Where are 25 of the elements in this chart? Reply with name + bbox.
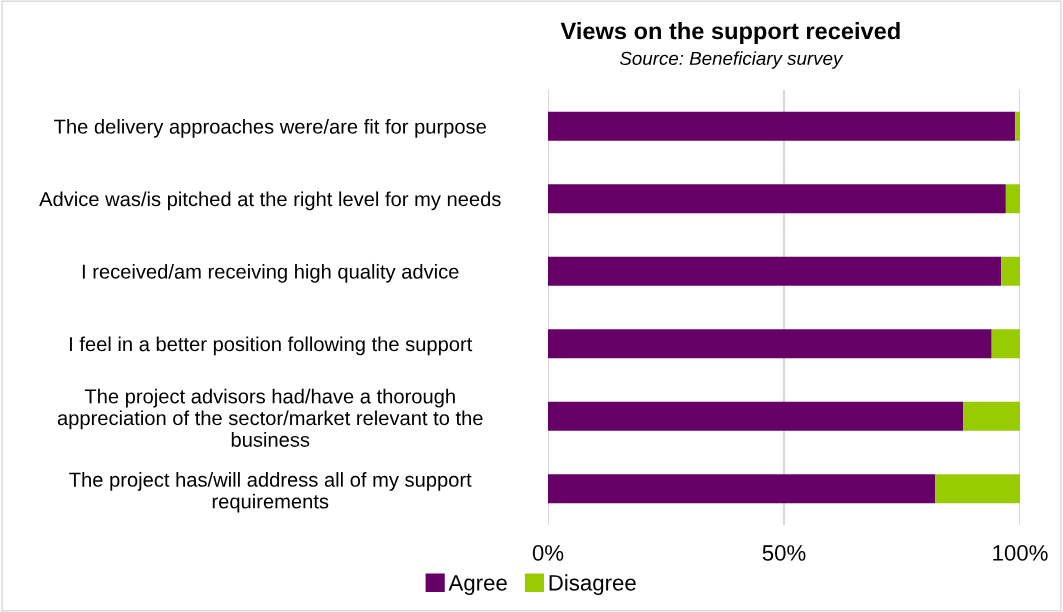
bar xyxy=(991,329,1020,359)
y-tick-label: I received/am receiving high quality advice xyxy=(82,263,459,283)
chart-subtitle: Source: Beneficiary survey xyxy=(619,51,844,69)
chart-title: Views on the support received xyxy=(560,22,900,44)
bar xyxy=(963,401,1020,431)
legend-label: Agree xyxy=(448,575,507,596)
bar xyxy=(1015,111,1020,141)
bar xyxy=(548,329,992,359)
y-tick-label: The project advisors had/have a thorough appreciation of the sector/market relevant to the business xyxy=(57,388,483,447)
y-tick-label: I feel in a better position following the support xyxy=(70,336,473,356)
y-tick-label: Advice was/is pitched at the right level for my needs xyxy=(39,191,501,211)
bar xyxy=(548,111,1016,141)
y-tick-label: The project has/will address all of my support requirements xyxy=(69,472,472,513)
bar xyxy=(1001,256,1020,286)
bar xyxy=(548,184,1006,214)
bar xyxy=(548,474,936,504)
bar xyxy=(548,256,1002,286)
bar xyxy=(548,401,964,431)
y-tick-label: The delivery approaches were/are fit for purpose xyxy=(54,118,486,138)
x-tick-label: 50% xyxy=(762,545,806,561)
bar xyxy=(935,474,1020,504)
bar xyxy=(1005,184,1020,214)
x-tick-label: 100% xyxy=(993,545,1048,561)
x-tick-label: 0% xyxy=(532,545,564,561)
legend-label: Disagree xyxy=(549,574,636,596)
